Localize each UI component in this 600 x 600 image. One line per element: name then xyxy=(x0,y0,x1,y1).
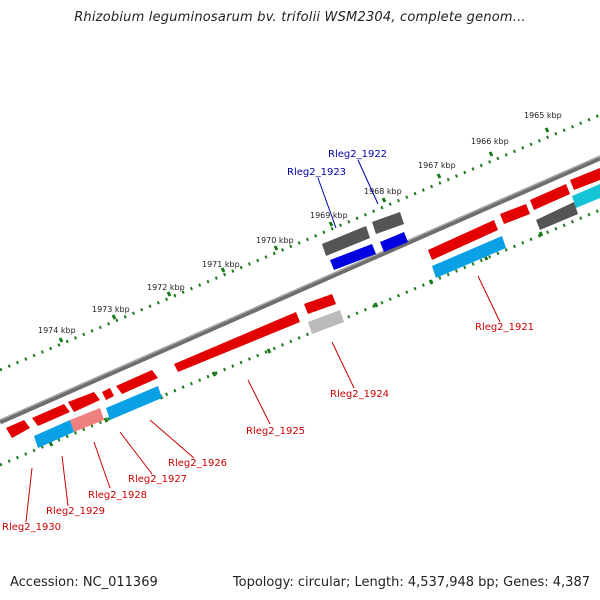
tick-label: 1970 kbp xyxy=(256,236,294,245)
gene-arrow-1923 xyxy=(330,244,376,270)
gene-label: Rleg2_1928 xyxy=(88,490,147,501)
tick-label: 1974 kbp xyxy=(38,326,76,335)
accession-text: Accession: NC_011369 xyxy=(10,575,158,590)
gene-arrow-1929 xyxy=(34,420,74,448)
tick-label: 1972 kbp xyxy=(147,283,185,292)
gene-arrow-1928[interactable] xyxy=(70,408,104,432)
gene-arrow xyxy=(500,204,530,224)
gray-genes[interactable] xyxy=(308,202,578,334)
tick-label: 1968 kbp xyxy=(364,187,402,196)
scale-labels: 1965 kbp 1966 kbp 1967 kbp 1968 kbp 1969… xyxy=(38,111,562,335)
gene-arrow-gray xyxy=(322,226,370,256)
genome-backbone xyxy=(0,155,600,425)
gene-arrow xyxy=(6,420,30,438)
genome-summary-text: Topology: circular; Length: 4,537,948 bp… xyxy=(232,575,590,590)
gene-arrow xyxy=(572,184,600,208)
gene-label: Rleg2_1926 xyxy=(168,458,227,469)
reverse-genes[interactable] xyxy=(34,184,600,448)
map-title: Rhizobium leguminosarum bv. trifolii WSM… xyxy=(74,10,526,25)
gene-label: Rleg2_1927 xyxy=(128,474,187,485)
gene-arrow xyxy=(32,404,70,426)
gene-label: Rleg2_1930 xyxy=(2,522,61,533)
gene-label: Rleg2_1929 xyxy=(46,506,105,517)
gene-arrow-1924 xyxy=(304,294,336,314)
gene-arrow xyxy=(68,392,100,412)
gene-label: Rleg2_1924 xyxy=(330,389,389,400)
forward-genes[interactable] xyxy=(6,168,600,438)
gene-arrow xyxy=(530,184,570,210)
gene-labels[interactable]: Rleg2_1922 Rleg2_1923 Rleg2_1921 Rleg2_1… xyxy=(2,149,534,533)
tick-label: 1969 kbp xyxy=(310,211,348,220)
tick-label: 1966 kbp xyxy=(471,137,509,146)
tick-label: 1973 kbp xyxy=(92,305,130,314)
tick-label: 1965 kbp xyxy=(524,111,562,120)
upper-scale-track xyxy=(0,113,600,372)
gene-label: Rleg2_1922 xyxy=(328,149,387,160)
highlight-genes[interactable] xyxy=(330,232,408,270)
gene-arrow-gray xyxy=(536,202,578,230)
gene-arrow-1922 xyxy=(380,232,408,252)
gene-arrow-1921-rev xyxy=(432,236,506,278)
gene-arrow-1927 xyxy=(106,386,162,420)
gene-label: Rleg2_1925 xyxy=(246,426,305,437)
gene-label: Rleg2_1923 xyxy=(287,167,346,178)
gene-arrow-1925 xyxy=(174,312,300,372)
gene-arrow xyxy=(570,168,600,190)
lower-scale-track xyxy=(0,208,600,467)
tick-label: 1971 kbp xyxy=(202,260,240,269)
gene-arrow xyxy=(116,370,158,394)
gene-arrow-1921 xyxy=(428,220,498,260)
label-leaders xyxy=(25,159,501,523)
gene-arrow-gray xyxy=(372,212,404,234)
gene-arrow-lightgray xyxy=(308,310,344,334)
gene-arrow xyxy=(102,388,114,400)
gene-label: Rleg2_1921 xyxy=(475,322,534,333)
tick-label: 1967 kbp xyxy=(418,161,456,170)
